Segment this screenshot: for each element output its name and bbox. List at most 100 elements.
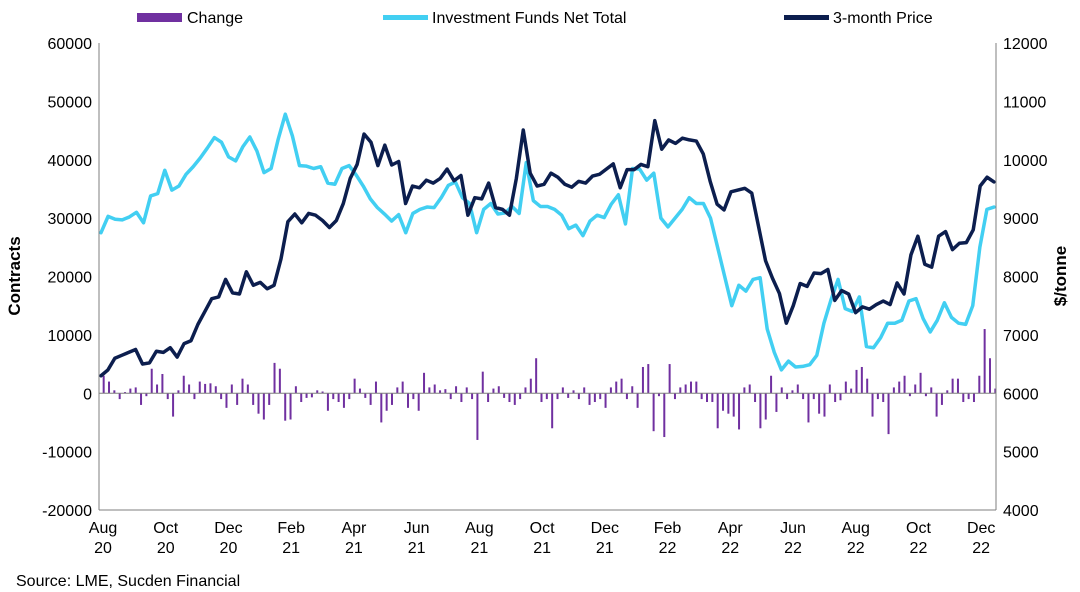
legend-swatch-change [137,13,182,22]
change-bar [994,388,997,394]
change-bar [316,390,319,394]
change-bar [561,387,564,394]
x-tick-labels: Aug 20 Oct 20 Dec 20 Feb 21 Apr 21 Jun 21 Aug 21 Oct 21… [89,520,996,557]
change-bar [433,384,436,394]
change-bar [850,388,853,394]
change-bar [892,387,895,394]
change-bar [754,393,757,403]
x-tick-label-month: Jun [404,520,430,537]
change-bar [764,393,767,420]
change-bar [369,393,372,405]
change-bar [818,393,821,414]
change-bar [358,388,361,394]
change-bar [978,375,981,394]
y-left-tick-label: -10000 [42,445,92,462]
series-lines [99,112,996,378]
change-bar [166,393,169,400]
change-bar [449,393,452,400]
change-bar [401,381,404,394]
x-tick-label-month: Dec [214,520,242,537]
x-tick-label-month: Dec [967,520,995,537]
y-left-axis-title: Contracts [5,236,24,315]
change-bar [113,390,116,394]
change-bar [182,375,185,394]
change-bar [807,393,810,423]
x-tick-label-month: Oct [153,520,178,537]
legend-label-price: 3-month Price [833,10,933,27]
change-bar [374,381,377,394]
x-tick-label-month: Jun [780,520,806,537]
change-bar [689,381,692,394]
change-bar [711,393,714,403]
change-bar [700,393,703,400]
change-bar [385,393,388,411]
change-bar [476,393,479,440]
change-bar [722,393,725,411]
change-bar [412,393,415,400]
change-bar [962,393,965,403]
x-tick-label-year: 20 [220,540,238,557]
change-bars [102,329,997,440]
x-tick-label-year: 22 [972,540,990,557]
x-tick-label-month: Aug [841,520,869,537]
series-line-3-month-price [99,118,996,378]
change-bar [407,393,410,408]
change-bar [588,393,591,405]
change-bar [423,372,426,394]
change-bar [775,393,778,412]
change-bar [866,378,869,394]
y-left-tick-label: 60000 [48,36,93,53]
change-bar [508,393,511,403]
change-bar [348,393,351,400]
change-bar [673,393,676,400]
y-left-tick-label: -20000 [42,503,92,520]
change-bar [428,387,431,394]
x-tick-label-year: 21 [470,540,488,557]
x-tick-label-month: Apr [718,520,744,537]
change-bar [380,393,383,423]
change-bar [540,393,543,403]
change-bar [567,393,570,398]
change-bar [615,381,618,394]
y-right-tick-label: 11000 [1003,94,1046,111]
change-bar [593,393,596,403]
change-bar [956,378,959,394]
change-bar [145,393,148,397]
change-bar [695,381,698,394]
change-bar [871,393,874,417]
change-bar [220,393,223,400]
change-bar [796,384,799,394]
x-tick-label-year: 21 [282,540,300,557]
change-bar [786,393,789,400]
change-bar [417,393,420,411]
change-bar [759,393,762,429]
change-bar [268,393,271,405]
change-bar [129,388,132,394]
change-bar [455,386,458,394]
change-bar [524,387,527,394]
legend-swatch-funds [383,15,428,20]
source-note: Source: LME, Sucden Financial [16,573,240,590]
change-bar [214,386,217,394]
change-bar [246,384,249,394]
change-bar [545,393,548,400]
change-bar [273,362,276,394]
x-tick-label-month: Feb [277,520,305,537]
change-bar [738,393,741,430]
change-bar [625,393,628,400]
change-bar [353,378,356,394]
x-tick-label-year: 21 [408,540,426,557]
change-bar [972,393,975,403]
change-bar [908,393,911,397]
x-tick-label-year: 22 [659,540,677,557]
change-bar [529,378,532,394]
y-right-tick-label: 10000 [1003,153,1048,170]
change-bar [684,384,687,394]
change-bar [161,373,164,394]
change-bar [604,393,607,408]
change-bar [150,368,153,394]
change-bar [636,393,639,408]
change-bar [834,393,837,403]
change-bar [599,393,602,400]
